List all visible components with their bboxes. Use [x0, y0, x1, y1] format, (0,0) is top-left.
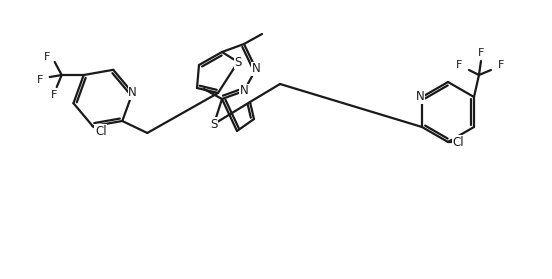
Text: Cl: Cl: [452, 136, 464, 148]
Text: N: N: [240, 85, 248, 97]
Text: F: F: [44, 52, 50, 62]
Text: F: F: [51, 90, 57, 100]
Text: N: N: [128, 86, 137, 99]
Text: F: F: [478, 48, 484, 58]
Text: F: F: [456, 60, 462, 70]
Text: S: S: [234, 56, 242, 69]
Text: F: F: [36, 75, 43, 85]
Text: N: N: [416, 90, 424, 104]
Text: N: N: [252, 62, 261, 76]
Text: Cl: Cl: [95, 125, 107, 138]
Text: F: F: [498, 60, 504, 70]
Text: S: S: [210, 117, 217, 131]
